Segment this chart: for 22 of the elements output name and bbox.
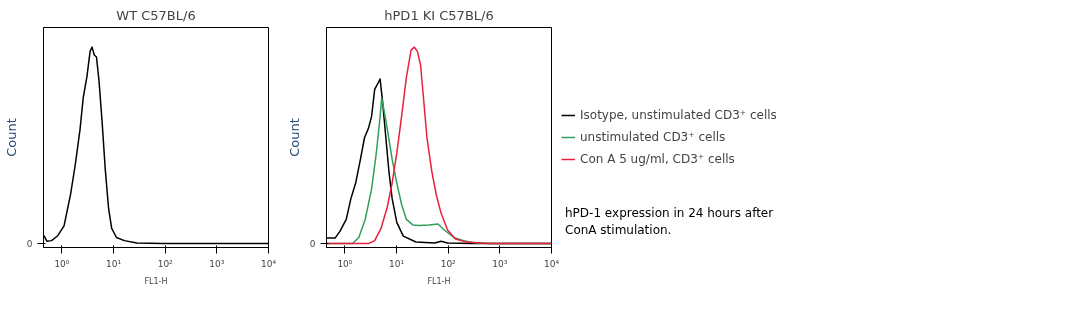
x-tick-label: 10² bbox=[440, 258, 457, 269]
x-tick-label: 10³ bbox=[209, 258, 225, 269]
x-axis-title: FL1-H bbox=[144, 276, 168, 286]
text: hPD-1 expression in 24 hours after ConA stimulation. bbox=[565, 205, 775, 240]
x-tick-label: 10¹ bbox=[389, 258, 405, 269]
y-axis-title: Count bbox=[286, 118, 302, 157]
legend-label: Con A 5 ug/ml, CD3⁺ cells bbox=[580, 152, 735, 166]
chart-title: WT C57BL/6 bbox=[116, 7, 196, 23]
x-tick-label: 10⁰ bbox=[337, 258, 353, 269]
y-axis-title: Count bbox=[3, 118, 19, 157]
x-tick-label: 10⁴ bbox=[543, 258, 560, 269]
x-tick-label: 10³ bbox=[492, 258, 508, 269]
chart-title: hPD1 KI C57BL/6 bbox=[384, 7, 494, 23]
legend-label: Isotype, unstimulated CD3⁺ cells bbox=[580, 108, 777, 122]
legend-label: unstimulated CD3⁺ cells bbox=[580, 130, 726, 144]
x-tick-label: 10² bbox=[157, 258, 174, 269]
text: 0 bbox=[309, 239, 316, 250]
text: 0 bbox=[26, 239, 33, 250]
x-tick-label: 10⁴ bbox=[260, 258, 277, 269]
x-axis-title: FL1-H bbox=[427, 276, 451, 286]
x-tick-label: 10⁰ bbox=[54, 258, 70, 269]
x-tick-label: 10¹ bbox=[106, 258, 122, 269]
